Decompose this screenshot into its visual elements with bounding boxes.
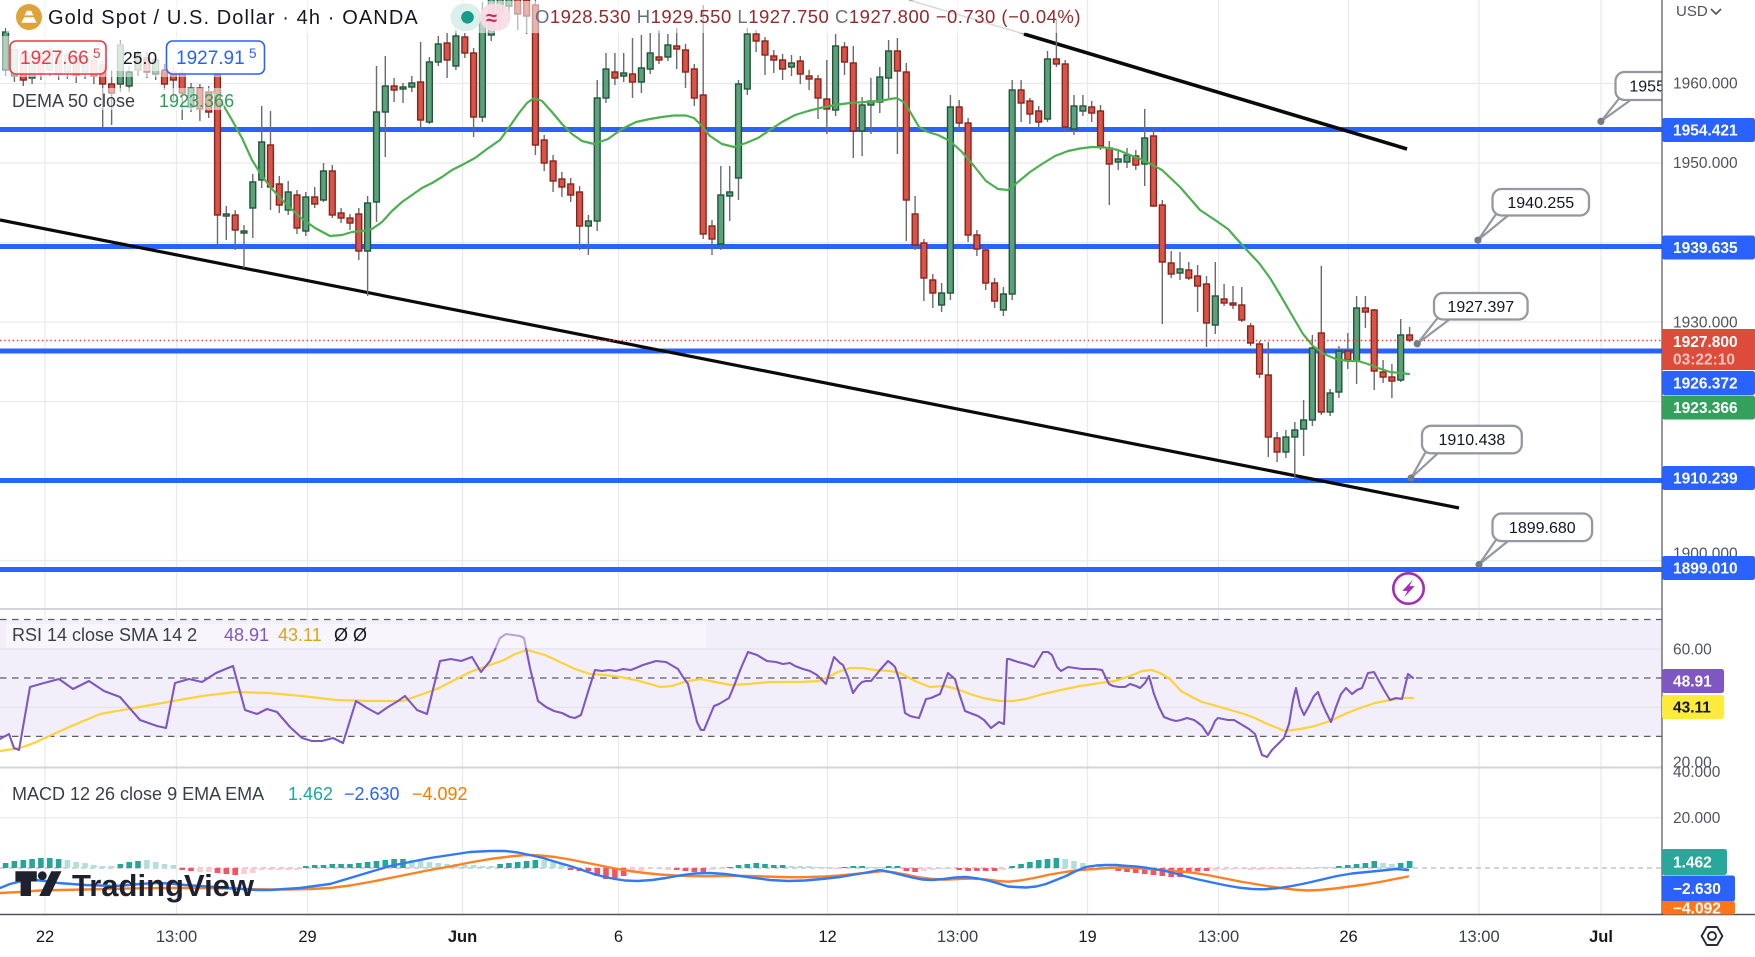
svg-text:Ø Ø: Ø Ø <box>334 625 367 645</box>
svg-text:13:00: 13:00 <box>937 928 978 946</box>
svg-text:Gold Spot / U.S. Dollar · 4h ·: Gold Spot / U.S. Dollar · 4h · OANDA <box>48 7 419 29</box>
svg-text:1960.000: 1960.000 <box>1673 76 1738 93</box>
svg-text:40.000: 40.000 <box>1673 764 1721 781</box>
svg-text:RSI 14 close SMA 14 2: RSI 14 close SMA 14 2 <box>12 625 197 645</box>
svg-text:1930.000: 1930.000 <box>1673 315 1738 332</box>
svg-text:20.000: 20.000 <box>1673 810 1721 827</box>
svg-text:13:00: 13:00 <box>156 928 197 946</box>
svg-text:20.00: 20.00 <box>1673 755 1712 772</box>
svg-text:1927.91: 1927.91 <box>176 48 245 69</box>
svg-text:1910.438: 1910.438 <box>1439 432 1506 449</box>
svg-text:1927.66: 1927.66 <box>20 48 89 69</box>
svg-text:1939.635: 1939.635 <box>1673 240 1738 257</box>
svg-text:6: 6 <box>614 928 623 946</box>
svg-text:1923.366: 1923.366 <box>159 91 234 111</box>
svg-text:03:22:10: 03:22:10 <box>1673 352 1735 369</box>
svg-text:1950.000: 1950.000 <box>1673 155 1738 172</box>
svg-text:≈: ≈ <box>486 8 497 30</box>
svg-text:1899.010: 1899.010 <box>1673 561 1738 578</box>
svg-text:19: 19 <box>1078 928 1096 946</box>
svg-text:25.0: 25.0 <box>123 48 157 68</box>
svg-text:48.91: 48.91 <box>224 625 269 645</box>
svg-text:1940.255: 1940.255 <box>1507 195 1574 212</box>
svg-text:Jul: Jul <box>1589 928 1613 946</box>
svg-text:−4.092: −4.092 <box>412 784 468 804</box>
svg-text:1927.397: 1927.397 <box>1447 299 1514 316</box>
svg-text:22: 22 <box>36 928 54 946</box>
svg-text:13:00: 13:00 <box>1458 928 1499 946</box>
svg-text:−2.630: −2.630 <box>344 784 400 804</box>
svg-text:60.00: 60.00 <box>1673 642 1712 659</box>
svg-text:1.462: 1.462 <box>288 784 333 804</box>
svg-text:−4.092: −4.092 <box>1673 901 1721 918</box>
svg-text:1910.239: 1910.239 <box>1673 471 1738 488</box>
svg-text:13:00: 13:00 <box>1198 928 1239 946</box>
svg-text:1.462: 1.462 <box>1673 855 1712 872</box>
svg-text:Jun: Jun <box>448 928 477 946</box>
svg-text:1927.800: 1927.800 <box>1673 334 1738 351</box>
svg-text:48.91: 48.91 <box>1673 674 1712 691</box>
svg-text:1923.366: 1923.366 <box>1673 400 1738 417</box>
svg-text:O1928.530 H1929.550 L1927.750: O1928.530 H1929.550 L1927.750 C1927.800 … <box>535 6 1081 27</box>
svg-text:26: 26 <box>1339 928 1357 946</box>
svg-text:−2.630: −2.630 <box>1673 881 1721 898</box>
svg-text:1954.421: 1954.421 <box>1673 123 1738 140</box>
svg-text:1926.372: 1926.372 <box>1673 376 1738 393</box>
svg-text:43.11: 43.11 <box>278 625 322 645</box>
svg-text:5: 5 <box>249 46 257 61</box>
svg-text:43.11: 43.11 <box>1673 700 1711 717</box>
svg-text:5: 5 <box>93 46 101 61</box>
svg-text:TradingView: TradingView <box>72 868 255 903</box>
svg-text:12: 12 <box>818 928 836 946</box>
svg-text:USD: USD <box>1676 3 1708 20</box>
svg-text:MACD 12 26 close 9 EMA EMA: MACD 12 26 close 9 EMA EMA <box>12 784 264 804</box>
svg-text:1899.680: 1899.680 <box>1509 520 1576 537</box>
svg-text:29: 29 <box>298 928 316 946</box>
svg-text:DEMA 50 close: DEMA 50 close <box>12 91 135 111</box>
